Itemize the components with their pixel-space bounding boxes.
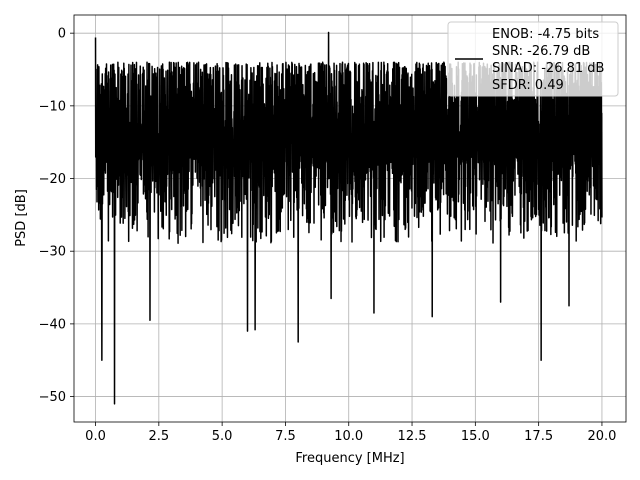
y-tick-label: −30 (39, 245, 66, 260)
legend-entry-sfdr: SFDR: 0.49 (492, 78, 564, 93)
x-tick-label: 15.0 (461, 429, 490, 444)
x-tick-label: 12.5 (398, 429, 427, 444)
x-tick-label: 0.0 (85, 429, 106, 444)
x-tick-label: 5.0 (212, 429, 233, 444)
x-axis-label: Frequency [MHz] (295, 451, 404, 466)
x-tick-label: 10.0 (334, 429, 363, 444)
y-tick-label: −50 (39, 390, 66, 405)
legend-entry-enob: ENOB: -4.75 bits (492, 27, 599, 42)
x-axis-ticks: 0.0 2.5 5.0 7.5 10.0 12.5 15.0 17.5 20.0 (85, 422, 616, 444)
axes-frame (73, 14, 627, 423)
x-tick-label: 2.5 (148, 429, 169, 444)
x-tick-label: 17.5 (524, 429, 553, 444)
y-axis-label: PSD [dB] (14, 189, 29, 247)
legend-box (447, 21, 619, 97)
legend: ENOB: -4.75 bits SNR: -26.79 dB SINAD: -… (447, 21, 619, 97)
y-tick-label: −20 (39, 172, 66, 187)
y-tick-label: −40 (39, 317, 66, 332)
x-tick-label: 20.0 (587, 429, 616, 444)
y-axis-ticks: 0 −10 −20 −30 −40 −50 (39, 27, 74, 405)
y-tick-label: −10 (39, 99, 66, 114)
y-tick-label: 0 (58, 27, 66, 42)
legend-entry-sinad: SINAD: -26.81 dB (492, 61, 604, 76)
x-tick-label: 7.5 (275, 429, 296, 444)
psd-series-line (94, 31, 603, 405)
legend-entry-snr: SNR: -26.79 dB (492, 44, 590, 59)
